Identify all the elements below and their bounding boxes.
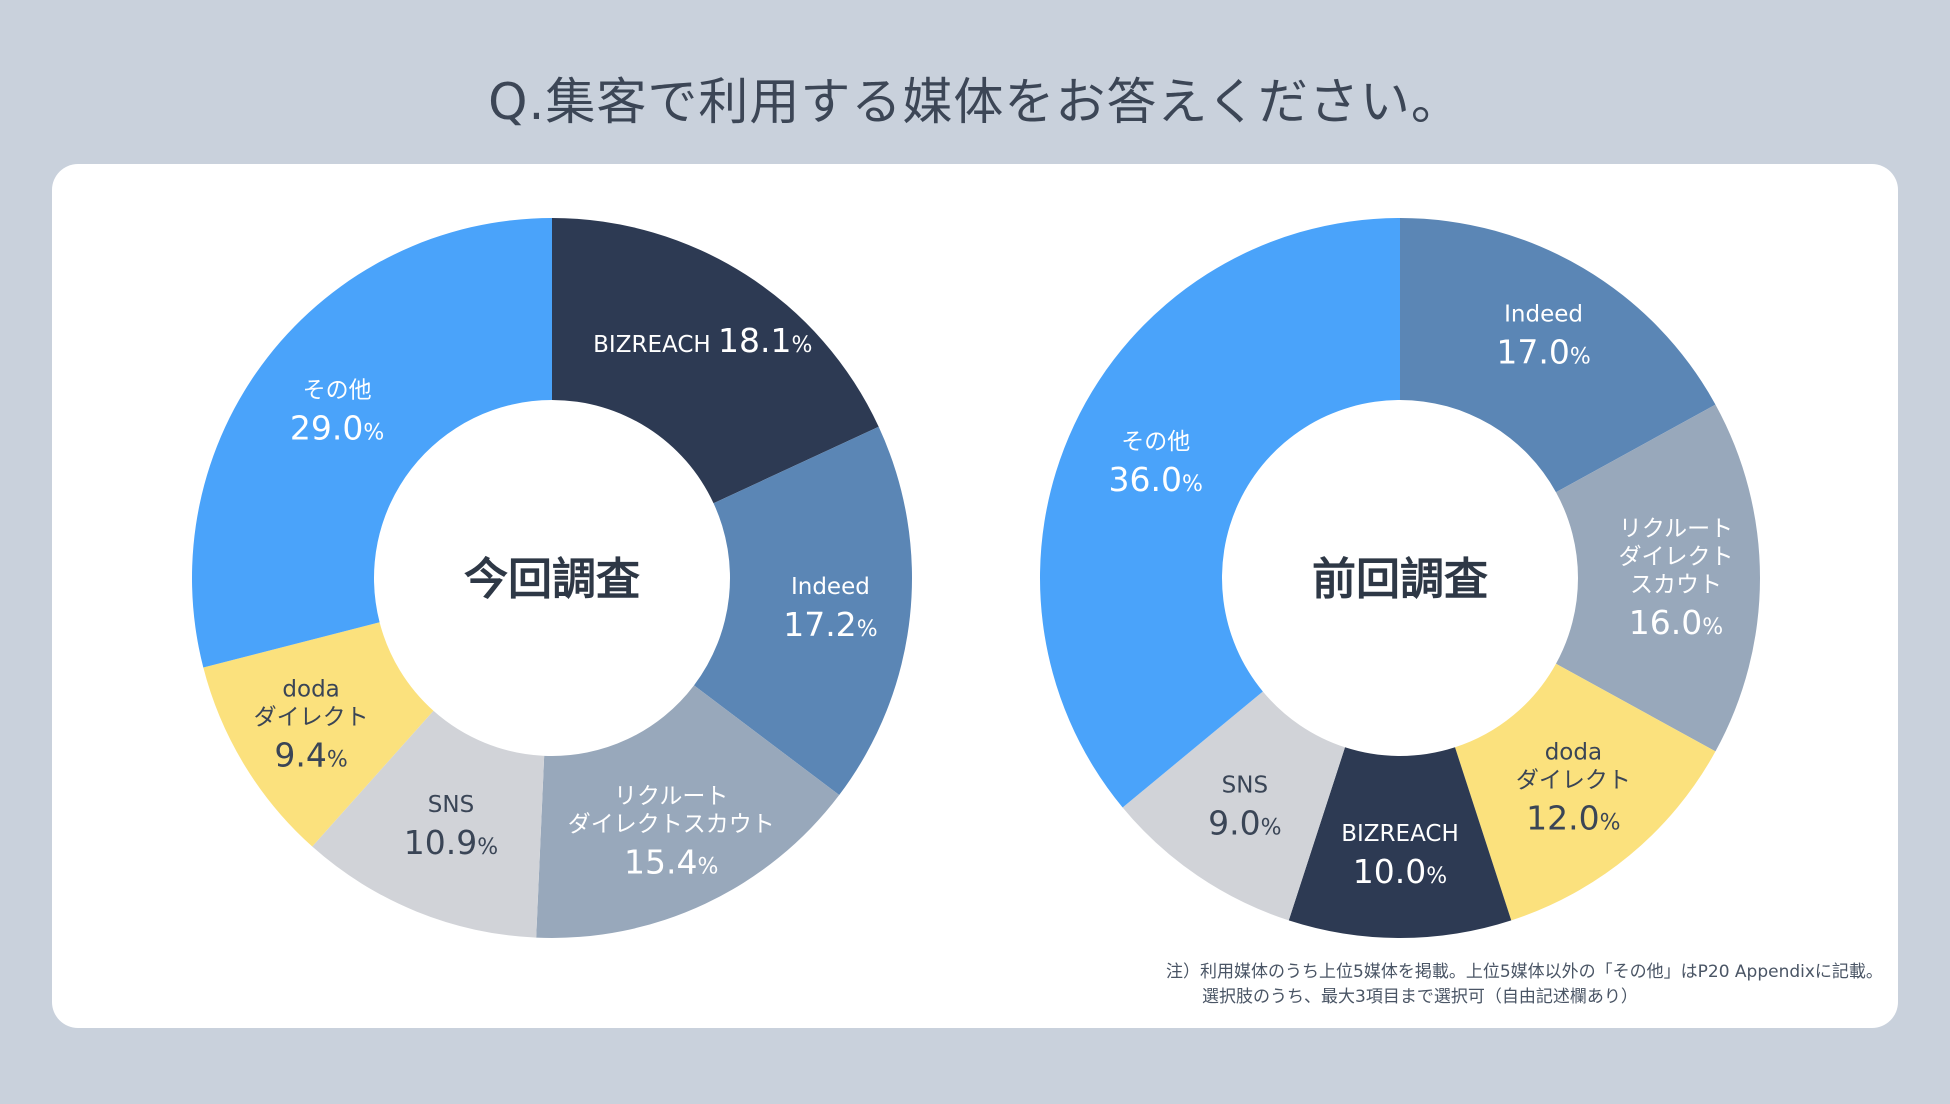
slice-name: ダイレクト bbox=[254, 705, 369, 731]
donut-previous: Indeed17.0%リクルートダイレクトスカウト16.0%dodaダイレクト1… bbox=[1039, 218, 1761, 939]
slice-Indeed bbox=[694, 426, 913, 796]
slice-value: 10.9% bbox=[404, 823, 498, 862]
slice-name: doda bbox=[282, 677, 339, 703]
slice-value: 12.0% bbox=[1526, 799, 1620, 838]
slice-SNS bbox=[312, 710, 545, 938]
slice-name: SNS bbox=[428, 792, 474, 818]
slice-SNS bbox=[1122, 691, 1345, 921]
slice-value: 10.0% bbox=[1353, 852, 1447, 891]
slice-BIZREACH bbox=[552, 218, 879, 504]
footnote: 注）利用媒体のうち上位5媒体を掲載。上位5媒体以外の「その他」はP20 Appe… bbox=[1166, 960, 1883, 1010]
slice-BIZREACH bbox=[1288, 747, 1512, 939]
slice-value: 16.0% bbox=[1629, 603, 1723, 642]
slice-dodaダイレクト bbox=[203, 622, 434, 847]
footnote-line-2: 選択肢のうち、最大3項目まで選択可（自由記述欄あり） bbox=[1202, 987, 1638, 1007]
slice-name: ダイレクト bbox=[1619, 544, 1734, 570]
slice-value: 9.0% bbox=[1208, 803, 1281, 842]
slice-value: 29.0% bbox=[290, 408, 384, 447]
slice-name: SNS bbox=[1222, 772, 1268, 798]
slice-value: 36.0% bbox=[1109, 460, 1203, 499]
slice-name: ダイレクト bbox=[1516, 768, 1631, 794]
footnote-line-1: 注）利用媒体のうち上位5媒体を掲載。上位5媒体以外の「その他」はP20 Appe… bbox=[1166, 962, 1883, 982]
slice-name: その他 bbox=[1121, 429, 1190, 455]
slice-value: 15.4% bbox=[624, 842, 718, 881]
slice-name: Indeed bbox=[791, 574, 870, 600]
slice-value: 17.0% bbox=[1496, 332, 1590, 371]
page-title: Q.集客で利用する媒体をお答えください。 bbox=[488, 73, 1462, 131]
slice-その他 bbox=[191, 218, 552, 668]
slice-value: 17.2% bbox=[783, 605, 877, 644]
slice-リクルートダイレクトスカウト bbox=[536, 685, 840, 938]
slice-name: BIZREACH bbox=[1341, 821, 1459, 847]
donut-center-title: 前回調査 bbox=[1312, 554, 1488, 605]
slice-リクルートダイレクトスカウト bbox=[1555, 404, 1761, 752]
slice-name: リクルート bbox=[1619, 516, 1733, 542]
slice-label: BIZREACH 18.1% bbox=[593, 321, 812, 360]
slice-その他 bbox=[1039, 218, 1400, 808]
slice-name: doda bbox=[1545, 740, 1602, 766]
slice-value: 9.4% bbox=[274, 736, 347, 775]
slice-name: リクルート bbox=[614, 783, 728, 809]
slice-Indeed bbox=[1400, 218, 1716, 493]
donut-center-title: 今回調査 bbox=[464, 554, 640, 605]
slice-name: その他 bbox=[303, 377, 372, 403]
slice-name: スカウト bbox=[1630, 572, 1722, 598]
slice-dodaダイレクト bbox=[1455, 663, 1716, 921]
slice-name: Indeed bbox=[1504, 301, 1583, 327]
slice-name: ダイレクトスカウト bbox=[568, 811, 775, 837]
